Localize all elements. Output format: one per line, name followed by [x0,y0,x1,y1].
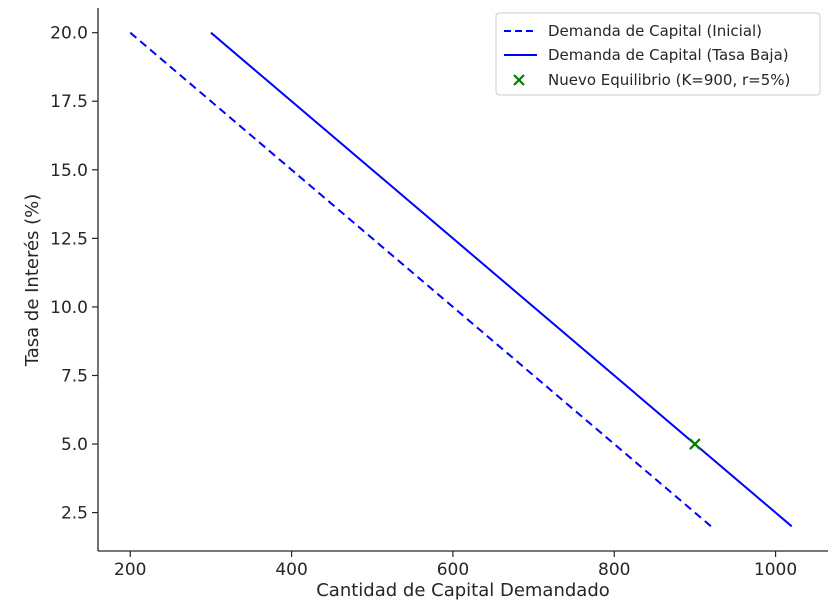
legend-label-inicial: Demanda de Capital (Inicial) [548,22,762,40]
y-tick-label: 20.0 [50,24,88,44]
legend-swatch-equilibrio [513,74,525,86]
y-tick-label: 17.5 [50,92,88,112]
x-tick-label: 800 [598,560,630,580]
series-line-0 [129,31,712,528]
y-tick-label: 2.5 [61,504,88,524]
legend-label-tasa-baja: Demanda de Capital (Tasa Baja) [548,46,789,64]
y-tick-label: 5.0 [61,435,88,455]
series-line-1 [210,31,793,528]
x-tick-label: 200 [114,560,146,580]
y-tick-label: 7.5 [61,366,88,386]
marker-stroke-b [689,438,701,450]
equilibrium-marker-0 [689,438,701,450]
y-tick-label: 15.0 [50,161,88,181]
y-tick-label: 10.0 [50,298,88,318]
y-axis-label: Tasa de Interés (%) [22,194,43,368]
x-tick-label: 600 [437,560,469,580]
ticks: 200 400 600 800 1000 2.5 5.0 7.5 10.0 12.5 15.0 17.… [50,24,797,580]
legend-frame [495,12,821,96]
x-axis-label: Cantidad de Capital Demandado [316,580,610,601]
x-tick-label: 1000 [754,560,797,580]
legend: Demanda de Capital (Inicial) Demanda de … [495,12,821,96]
axes [97,8,828,552]
plot-area [129,31,793,528]
y-tick-label: 12.5 [50,229,88,249]
x-tick-label: 400 [275,560,307,580]
legend-label-equilibrio: Nuevo Equilibrio (K=900, r=5%) [548,71,790,89]
